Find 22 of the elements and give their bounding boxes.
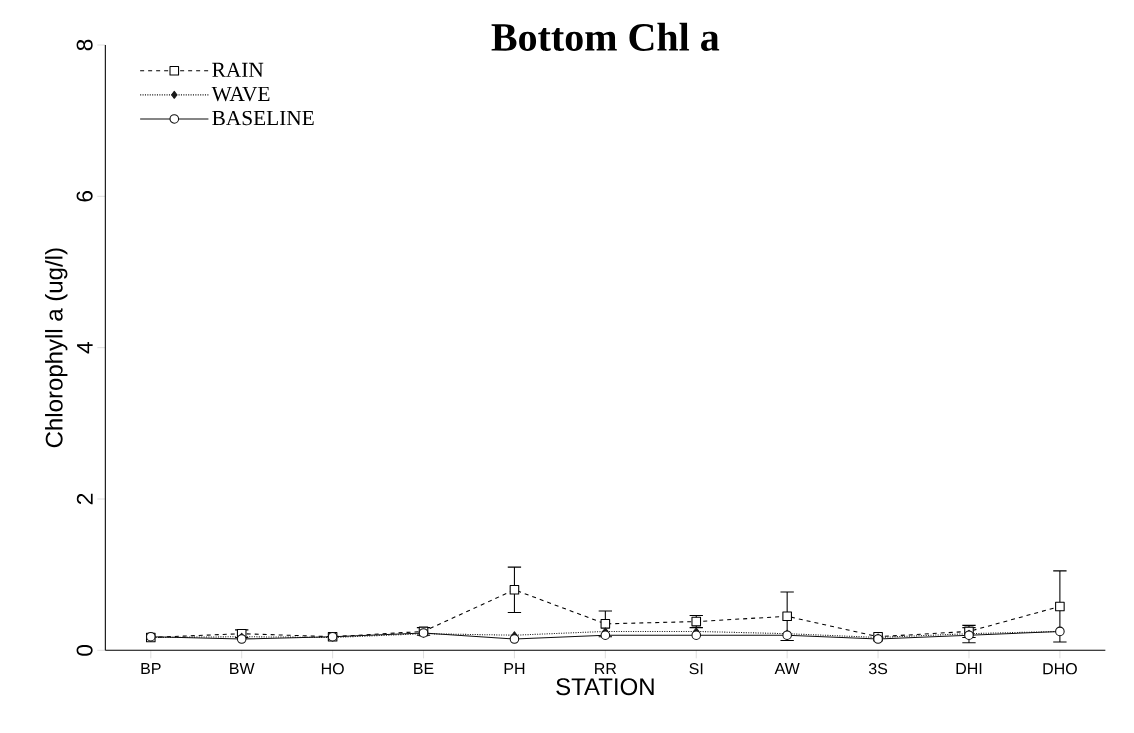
y-tick-label: 8 — [76, 39, 93, 51]
x-tick-label: HO — [321, 663, 344, 675]
y-tick-label: 0 — [76, 644, 93, 656]
x-axis-title: STATION — [556, 678, 654, 696]
y-tick-label: 4 — [77, 342, 93, 354]
legend-label: WAVE — [211, 86, 270, 102]
x-tick-label: PH — [504, 663, 525, 675]
x-tick-label: BE — [414, 663, 434, 675]
x-tick-label: DHO — [1043, 663, 1077, 675]
y-tick-label: 6 — [76, 191, 93, 202]
y-tick-label: 2 — [76, 493, 93, 505]
x-tick-label: SI — [689, 663, 703, 675]
x-tick-label: BP — [141, 663, 161, 675]
legend-label: BASELINE — [212, 110, 314, 126]
x-tick-label: AW — [774, 663, 800, 675]
chart-title: Bottom Chl a — [491, 22, 720, 51]
x-tick-label: DHI — [956, 663, 982, 675]
x-tick-label: RR — [595, 663, 617, 675]
legend-label: RAIN — [212, 62, 264, 77]
y-axis-title: Chlorophyll a (ug/l) — [45, 248, 68, 448]
x-tick-label: BW — [230, 663, 255, 675]
x-tick-label: 3S — [868, 663, 888, 675]
